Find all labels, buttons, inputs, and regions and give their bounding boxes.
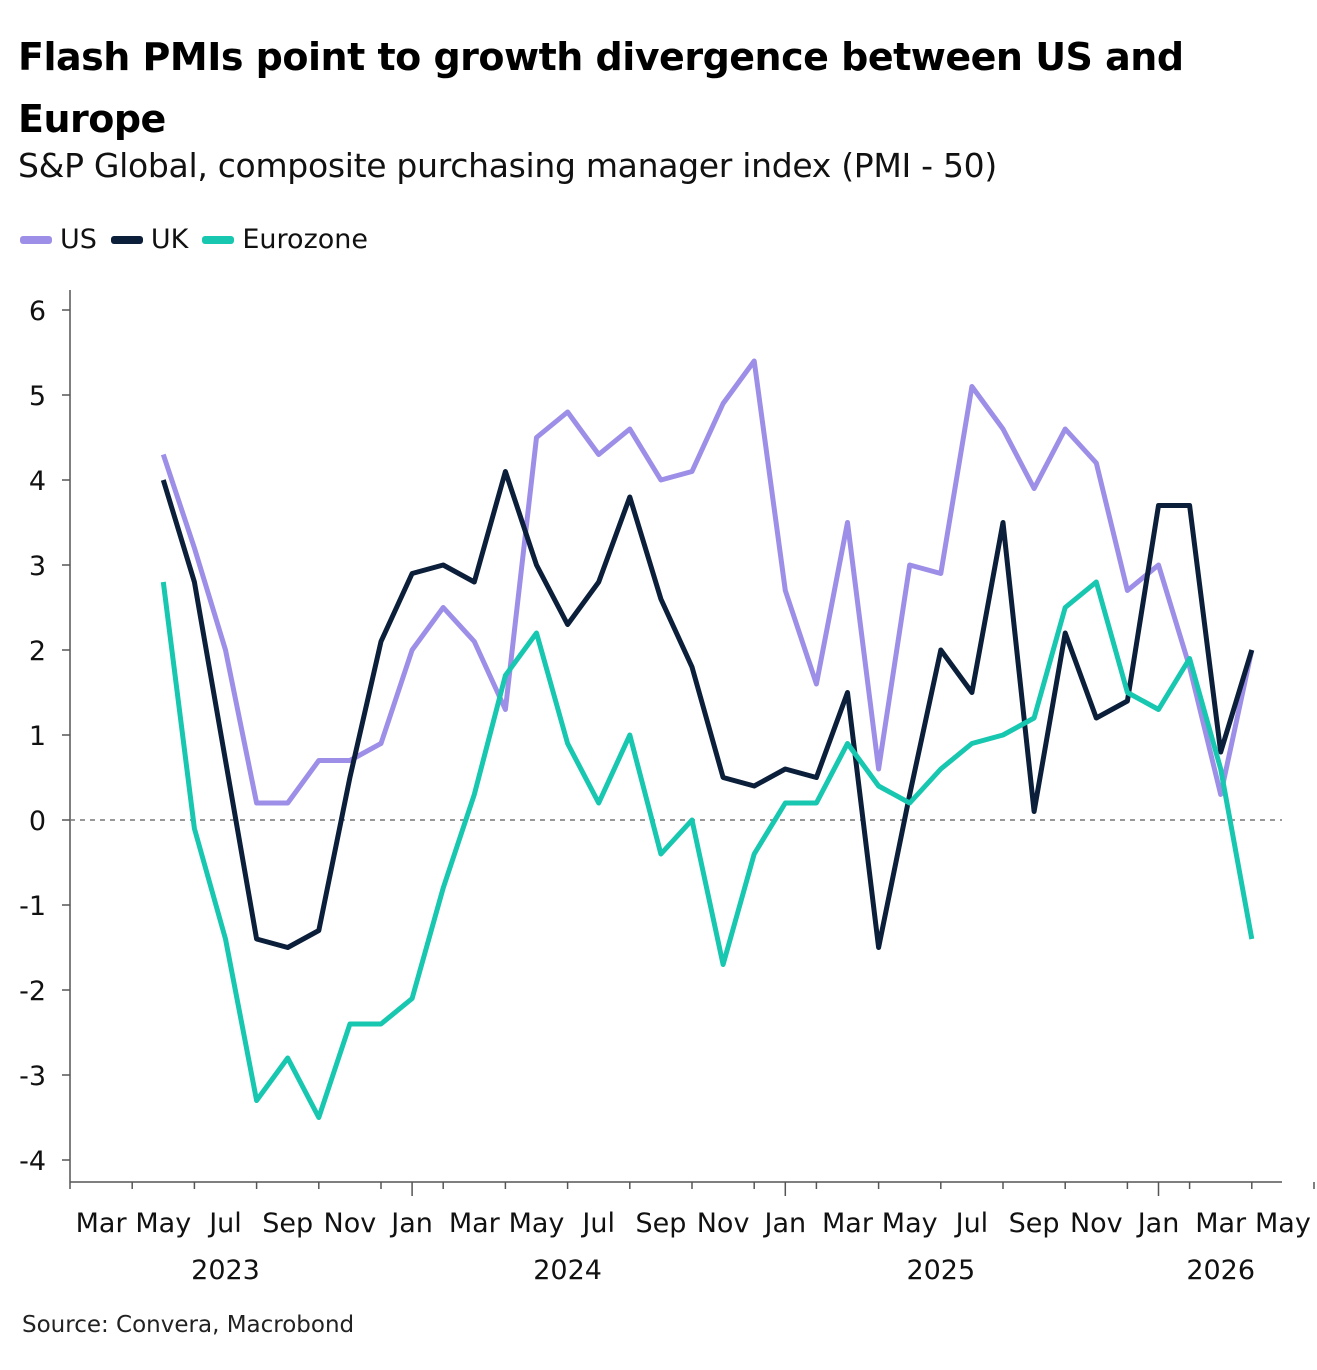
x-year-label: 2023 bbox=[191, 1255, 260, 1286]
y-tick-label: 3 bbox=[29, 551, 46, 582]
series-line-uk bbox=[160, 469, 1255, 950]
x-tick-label: Sep bbox=[635, 1208, 686, 1239]
x-tick-label: Jul bbox=[580, 1208, 615, 1239]
y-tick-label: 6 bbox=[29, 296, 46, 327]
x-tick-label: Mar bbox=[76, 1208, 128, 1239]
x-year-label: 2024 bbox=[533, 1255, 602, 1286]
x-tick-label: Jul bbox=[207, 1208, 242, 1239]
legend-swatch-eurozone bbox=[202, 235, 235, 244]
y-tick-label: 0 bbox=[29, 806, 46, 837]
series-line-us bbox=[160, 358, 1255, 806]
legend-label-uk: UK bbox=[150, 224, 189, 255]
y-tick-label: -4 bbox=[19, 1146, 46, 1177]
chart-subtitle: S&P Global, composite purchasing manager… bbox=[18, 146, 997, 185]
x-tick-label: Sep bbox=[262, 1208, 313, 1239]
legend-swatch-us bbox=[20, 235, 52, 244]
x-tick-label: Sep bbox=[1009, 1208, 1060, 1239]
legend-swatch-uk bbox=[110, 235, 143, 244]
chart-title: Flash PMIs point to growth divergence be… bbox=[18, 35, 1184, 141]
x-tick-label: Mar bbox=[449, 1208, 501, 1239]
series-line-eurozone bbox=[160, 579, 1255, 1120]
x-tick-label: Jan bbox=[1136, 1208, 1180, 1239]
x-tick-label: Mar bbox=[1195, 1208, 1247, 1239]
legend-item-us: US bbox=[20, 224, 97, 255]
legend-label-us: US bbox=[60, 224, 97, 255]
y-tick-label: 5 bbox=[29, 381, 46, 412]
x-tick-label: Jul bbox=[954, 1208, 989, 1239]
y-tick-label: -2 bbox=[19, 976, 46, 1007]
x-tick-label: Nov bbox=[324, 1208, 377, 1239]
x-tick-label: Nov bbox=[697, 1208, 750, 1239]
x-tick-label: Mar bbox=[822, 1208, 874, 1239]
y-tick-label: 1 bbox=[29, 721, 46, 752]
x-tick-label: May bbox=[1255, 1208, 1311, 1239]
legend-item-uk: UK bbox=[110, 224, 189, 255]
legend: US UK Eurozone bbox=[20, 224, 382, 255]
y-tick-label: -3 bbox=[19, 1061, 46, 1092]
y-tick-label: 2 bbox=[29, 636, 46, 667]
x-year-label: 2025 bbox=[906, 1255, 975, 1286]
x-tick-label: Jan bbox=[389, 1208, 433, 1239]
series-layer bbox=[160, 358, 1255, 1120]
x-tick-label: May bbox=[509, 1208, 565, 1239]
x-tick-label: May bbox=[135, 1208, 191, 1239]
source-note: Source: Convera, Macrobond bbox=[22, 1312, 355, 1338]
x-tick-label: May bbox=[882, 1208, 938, 1239]
y-tick-label: 4 bbox=[29, 466, 46, 497]
x-tick-label: Nov bbox=[1070, 1208, 1123, 1239]
x-tick-label: Jan bbox=[762, 1208, 806, 1239]
y-tick-label: -1 bbox=[19, 891, 46, 922]
legend-label-eurozone: Eurozone bbox=[242, 224, 368, 255]
x-year-label: 2026 bbox=[1186, 1255, 1255, 1286]
legend-item-eurozone: Eurozone bbox=[202, 224, 368, 255]
